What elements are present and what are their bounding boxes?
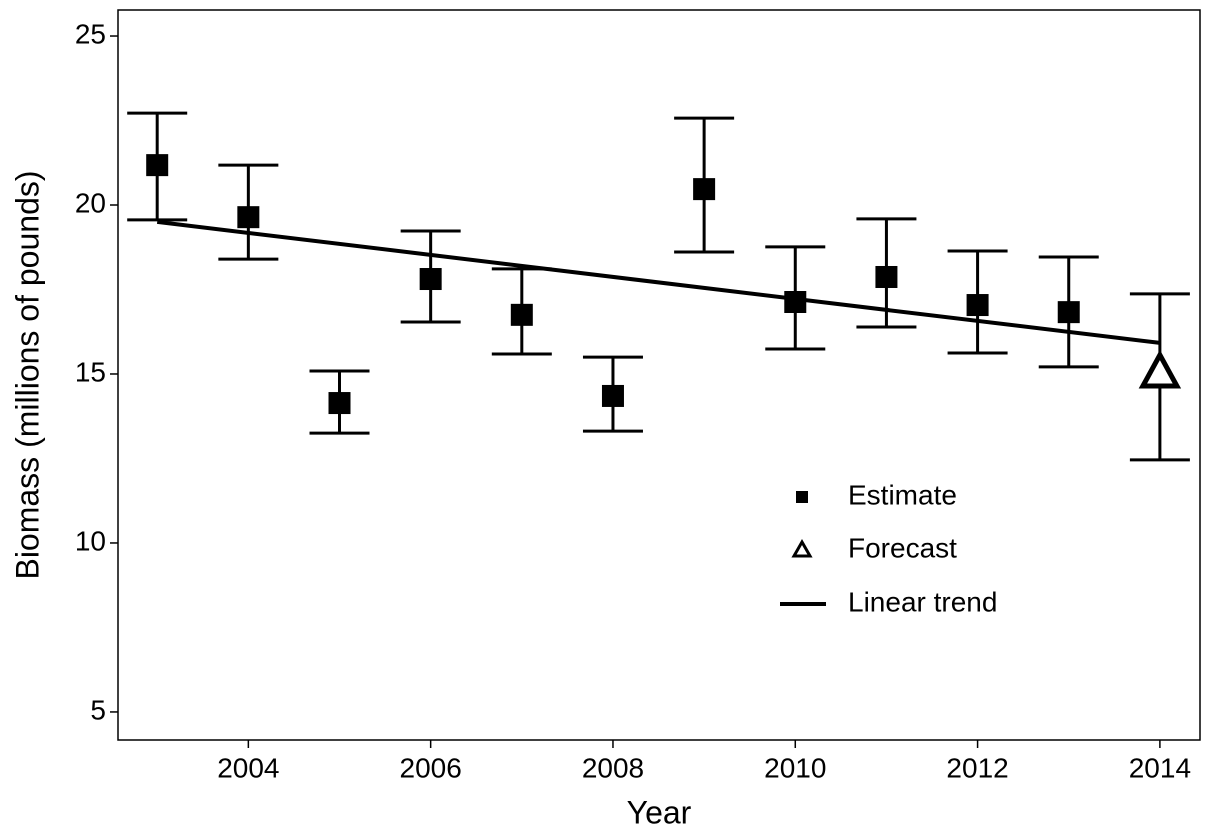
y-tick-label: 5 — [90, 694, 106, 725]
estimate-point — [237, 206, 260, 229]
y-tick-label: 25 — [75, 18, 106, 49]
legend-label: Linear trend — [848, 586, 997, 617]
x-axis-title: Year — [627, 794, 692, 830]
estimate-point — [328, 392, 351, 415]
estimate-point — [146, 154, 169, 177]
x-tick-label: 2012 — [946, 752, 1008, 783]
estimate-point — [784, 291, 807, 313]
y-tick-label: 20 — [75, 187, 106, 218]
estimate-point — [693, 178, 716, 201]
x-tick-label: 2006 — [400, 752, 462, 783]
legend-label: Estimate — [848, 479, 957, 510]
x-tick-label: 2004 — [217, 752, 279, 783]
legend-swatch — [796, 491, 808, 503]
estimate-point — [966, 294, 989, 317]
x-tick-label: 2008 — [582, 752, 644, 783]
estimate-point — [601, 384, 624, 407]
estimate-point — [419, 268, 442, 291]
plot-frame — [117, 9, 1201, 741]
x-tick-label: 2010 — [764, 752, 826, 783]
x-tick-label: 2014 — [1129, 752, 1191, 783]
y-tick-label: 15 — [75, 356, 106, 387]
estimate-point — [510, 303, 533, 326]
estimate-point — [1057, 301, 1080, 324]
forecast-point — [1138, 349, 1182, 389]
y-axis-title: Biomass (millions of pounds) — [9, 170, 45, 579]
y-tick-label: 10 — [75, 525, 106, 556]
estimate-point — [875, 265, 898, 288]
legend-swatch — [791, 538, 813, 558]
legend-label: Forecast — [848, 532, 957, 563]
trend-line — [156, 219, 1161, 345]
